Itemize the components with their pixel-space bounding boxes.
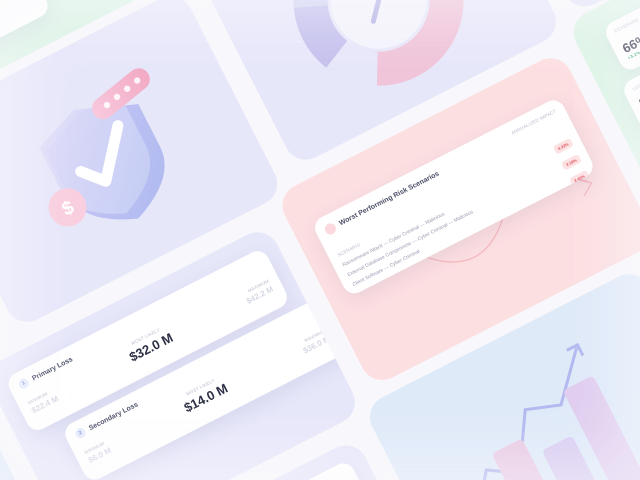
clock-hands-icon	[370, 0, 382, 24]
worst-scenarios-icon	[323, 221, 338, 237]
card-coverage-metric[interactable]: COVERAGE RISK TREND 66% +3.2% vs prior	[601, 0, 640, 74]
card-metric-exposure[interactable]: Total Risk Exposure $200M +4.10%	[0, 0, 52, 65]
worst-scenario-1-value: 3.18%	[560, 153, 582, 171]
tile-bar-illustration	[362, 266, 640, 480]
shield-currency-bubble	[48, 188, 87, 227]
donut-illustration	[264, 0, 493, 115]
shield-illustration: $	[0, 58, 217, 269]
secondary-loss-rank: 2	[73, 426, 88, 440]
metric-exposure-delta: +4.10%	[0, 0, 37, 46]
loss-avoided-value: $283.3M	[636, 74, 640, 111]
tile-worst-scenarios: Worst Performing Risk Scenarios ANNUALIZ…	[274, 50, 640, 388]
worst-scenario-0-value: 4.32%	[552, 137, 574, 155]
bar-illustration	[473, 342, 640, 480]
tile-donut-illustration	[191, 0, 564, 168]
primary-loss-rank: 1	[16, 376, 31, 391]
loss-avoided-label: LOSS AVOIDED	[631, 71, 640, 92]
shield-badge-bar	[92, 68, 150, 120]
tile-shield-illustration: $	[0, 0, 285, 330]
